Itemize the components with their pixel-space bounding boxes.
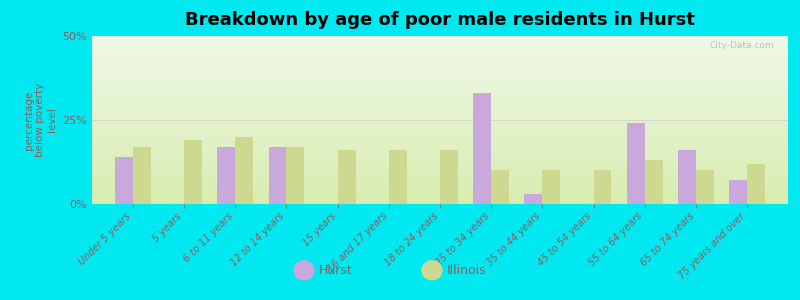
Bar <box>729 181 747 204</box>
Bar <box>218 147 235 204</box>
Bar <box>184 140 202 204</box>
Bar <box>626 123 645 204</box>
Bar <box>286 147 304 204</box>
Bar <box>678 150 696 204</box>
Bar <box>747 164 765 204</box>
Bar <box>542 170 560 204</box>
Bar <box>338 150 355 204</box>
Ellipse shape <box>422 261 442 280</box>
Ellipse shape <box>294 261 314 280</box>
Bar <box>440 150 458 204</box>
Bar <box>696 170 714 204</box>
Text: Hurst: Hurst <box>318 264 352 277</box>
Bar <box>269 147 286 204</box>
Bar <box>525 194 542 204</box>
Title: Breakdown by age of poor male residents in Hurst: Breakdown by age of poor male residents … <box>185 11 695 29</box>
Bar <box>235 137 254 204</box>
Y-axis label: percentage
below poverty
level: percentage below poverty level <box>24 83 57 157</box>
Bar <box>474 93 491 204</box>
Bar <box>115 157 133 204</box>
Bar <box>491 170 509 204</box>
Bar <box>594 170 611 204</box>
Bar <box>133 147 151 204</box>
Bar <box>389 150 406 204</box>
Text: City-Data.com: City-Data.com <box>710 41 774 50</box>
Text: Illinois: Illinois <box>446 264 486 277</box>
Bar <box>645 160 662 204</box>
